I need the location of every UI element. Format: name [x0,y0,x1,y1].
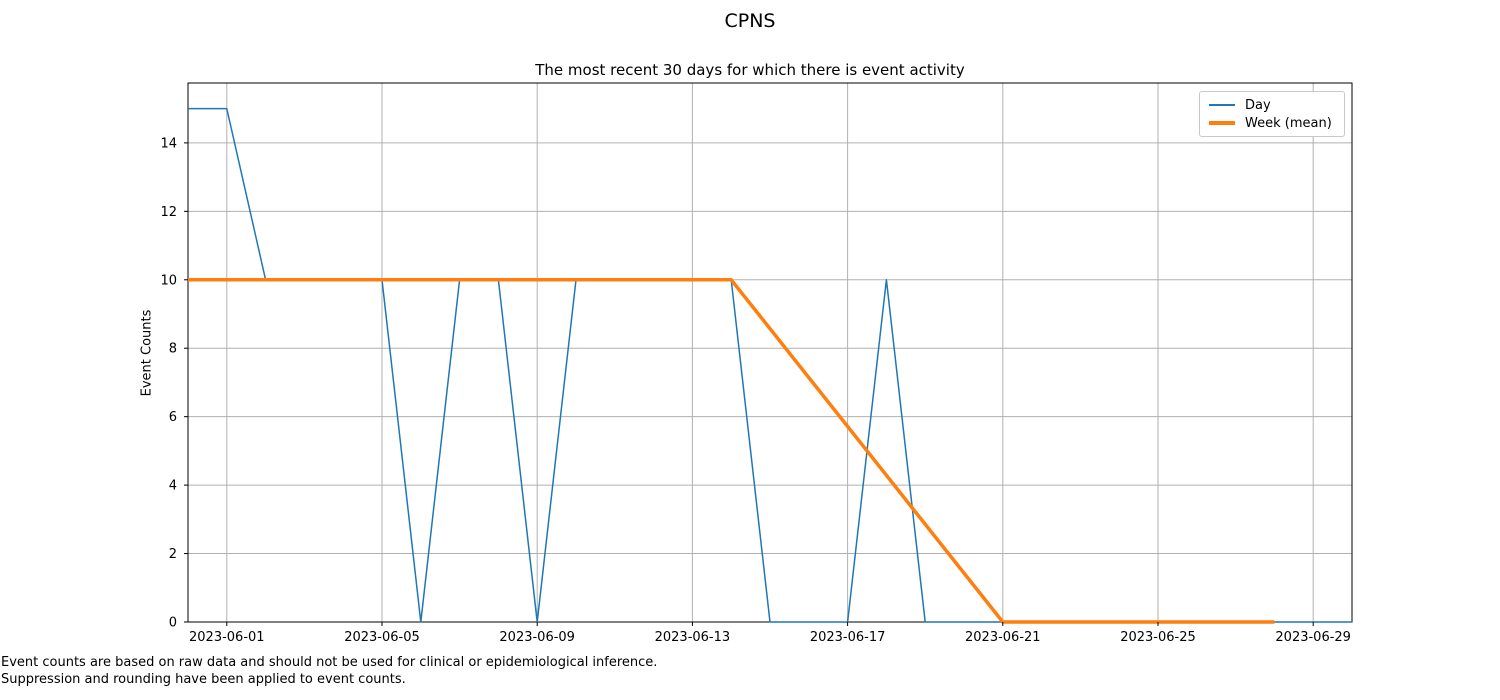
x-tick-label: 2023-06-13 [655,630,731,645]
x-tick-label: 2023-06-05 [344,630,420,645]
y-tick-label: 2 [169,547,177,562]
x-tick-label: 2023-06-09 [499,630,575,645]
axes-border [187,82,1353,623]
legend-label-day: Day [1245,97,1271,113]
x-tick-label: 2023-06-29 [1275,630,1351,645]
y-tick-label: 4 [169,479,177,494]
x-tick-label: 2023-06-21 [965,630,1041,645]
y-tick-label: 6 [169,410,177,425]
footer-line-1: Event counts are based on raw data and s… [1,655,658,670]
legend-label-week-mean: Week (mean) [1245,115,1332,131]
gridlines [188,83,1352,622]
footer-disclaimer: Event counts are based on raw data and s… [1,654,657,688]
week-mean-series-line [188,278,1275,624]
y-tick-label: 10 [160,273,177,288]
y-tick-label: 0 [169,616,177,631]
legend-item-day: Day [1209,98,1340,113]
figure-title: CPNS [724,10,776,32]
x-tick-label: 2023-06-25 [1120,630,1196,645]
axes-subtitle: The most recent 30 days for which there … [535,61,965,79]
y-tick-label: 8 [169,342,177,357]
day-line-swatch [1209,104,1235,106]
x-tick-label: 2023-06-01 [189,630,265,645]
footer-line-2: Suppression and rounding have been appli… [1,672,406,687]
week-mean-line-swatch [1209,121,1235,125]
tick-labels: 2023-06-01 2023-06-05 2023-06-09 2023-06-13… [160,136,1351,645]
legend: Day Week (mean) [1199,91,1345,137]
day-series-line [188,107,1352,623]
legend-item-week-mean: Week (mean) [1209,116,1340,131]
tick-marks [184,142,1314,626]
x-tick-label: 2023-06-17 [810,630,886,645]
y-tick-label: 12 [160,205,177,220]
y-tick-label: 14 [160,136,177,151]
